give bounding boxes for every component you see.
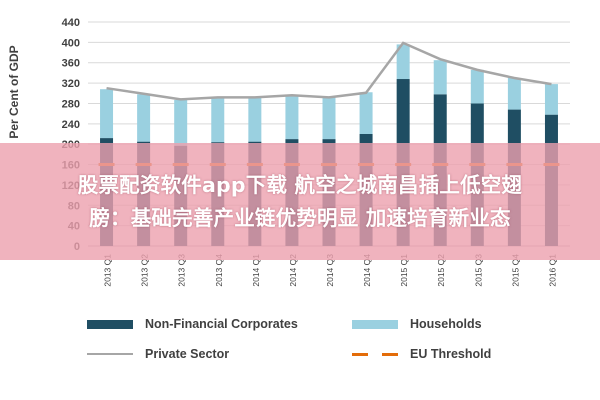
bar-households xyxy=(285,95,299,140)
x-tick-label: 2015 Q4 xyxy=(510,254,520,287)
bar-households xyxy=(137,94,151,142)
y-tick-label: 320 xyxy=(62,78,80,90)
bar-households xyxy=(248,97,262,142)
x-tick-label: 2015 Q3 xyxy=(473,254,483,287)
bar-households xyxy=(544,84,558,115)
line-private-sector xyxy=(106,41,552,101)
bar-households xyxy=(470,69,484,104)
legend: Non-Financial Corporates Households Priv… xyxy=(0,300,600,380)
x-tick-label: 2013 Q2 xyxy=(140,254,150,287)
bar-households xyxy=(396,44,410,80)
legend-swatch-non-financial-corporates xyxy=(87,319,133,329)
bar-households xyxy=(322,96,336,140)
y-axis-label: Per Cent of GDP xyxy=(7,45,21,138)
x-tick-label: 2016 Q1 xyxy=(547,254,557,287)
overlay-text-line-1: 股票配资软件app下载 航空之城南昌插上低空翅 xyxy=(77,172,523,197)
x-tick-label: 2013 Q4 xyxy=(214,254,224,287)
y-tick-label: 400 xyxy=(62,37,80,49)
y-tick-label: 440 xyxy=(62,17,80,29)
bar-households xyxy=(211,96,225,143)
x-tick-label: 2015 Q1 xyxy=(399,254,409,287)
legend-label: Non-Financial Corporates xyxy=(145,317,298,331)
overlay-banner: 股票配资软件app下载 航空之城南昌插上低空翅 膀：基础完善产业链优势明显 加速… xyxy=(0,143,600,260)
bar-households xyxy=(100,89,114,139)
y-tick-label: 360 xyxy=(62,58,80,70)
bar-households xyxy=(507,78,521,110)
x-tick-label: 2014 Q3 xyxy=(325,254,335,287)
y-tick-label: 280 xyxy=(62,98,80,110)
x-tick-label: 2015 Q2 xyxy=(436,254,446,287)
legend-swatch-eu-threshold xyxy=(352,352,398,356)
legend-label: EU Threshold xyxy=(410,347,492,361)
bar-households xyxy=(174,99,188,146)
legend-label: Private Sector xyxy=(145,347,230,361)
legend-item-non-financial-corporates: Non-Financial Corporates xyxy=(87,314,298,334)
legend-item-eu-threshold: EU Threshold xyxy=(352,344,491,364)
x-tick-label: 2013 Q1 xyxy=(103,254,113,287)
bar-households xyxy=(359,92,373,134)
legend-swatch-households xyxy=(352,319,398,329)
legend-item-households: Households xyxy=(352,314,482,334)
legend-swatch-private-sector xyxy=(87,353,133,355)
x-tick-label: 2014 Q2 xyxy=(288,254,298,287)
legend-item-private-sector: Private Sector xyxy=(87,344,229,364)
overlay-text-line-2: 膀：基础完善产业链优势明显 加速培育新业态 xyxy=(89,205,511,230)
y-tick-label: 240 xyxy=(62,119,80,131)
x-tick-label: 2014 Q4 xyxy=(362,254,372,287)
x-tick-label: 2013 Q3 xyxy=(177,254,187,287)
bar-households xyxy=(433,60,447,95)
legend-label: Households xyxy=(410,317,482,331)
x-tick-label: 2014 Q1 xyxy=(251,254,261,287)
